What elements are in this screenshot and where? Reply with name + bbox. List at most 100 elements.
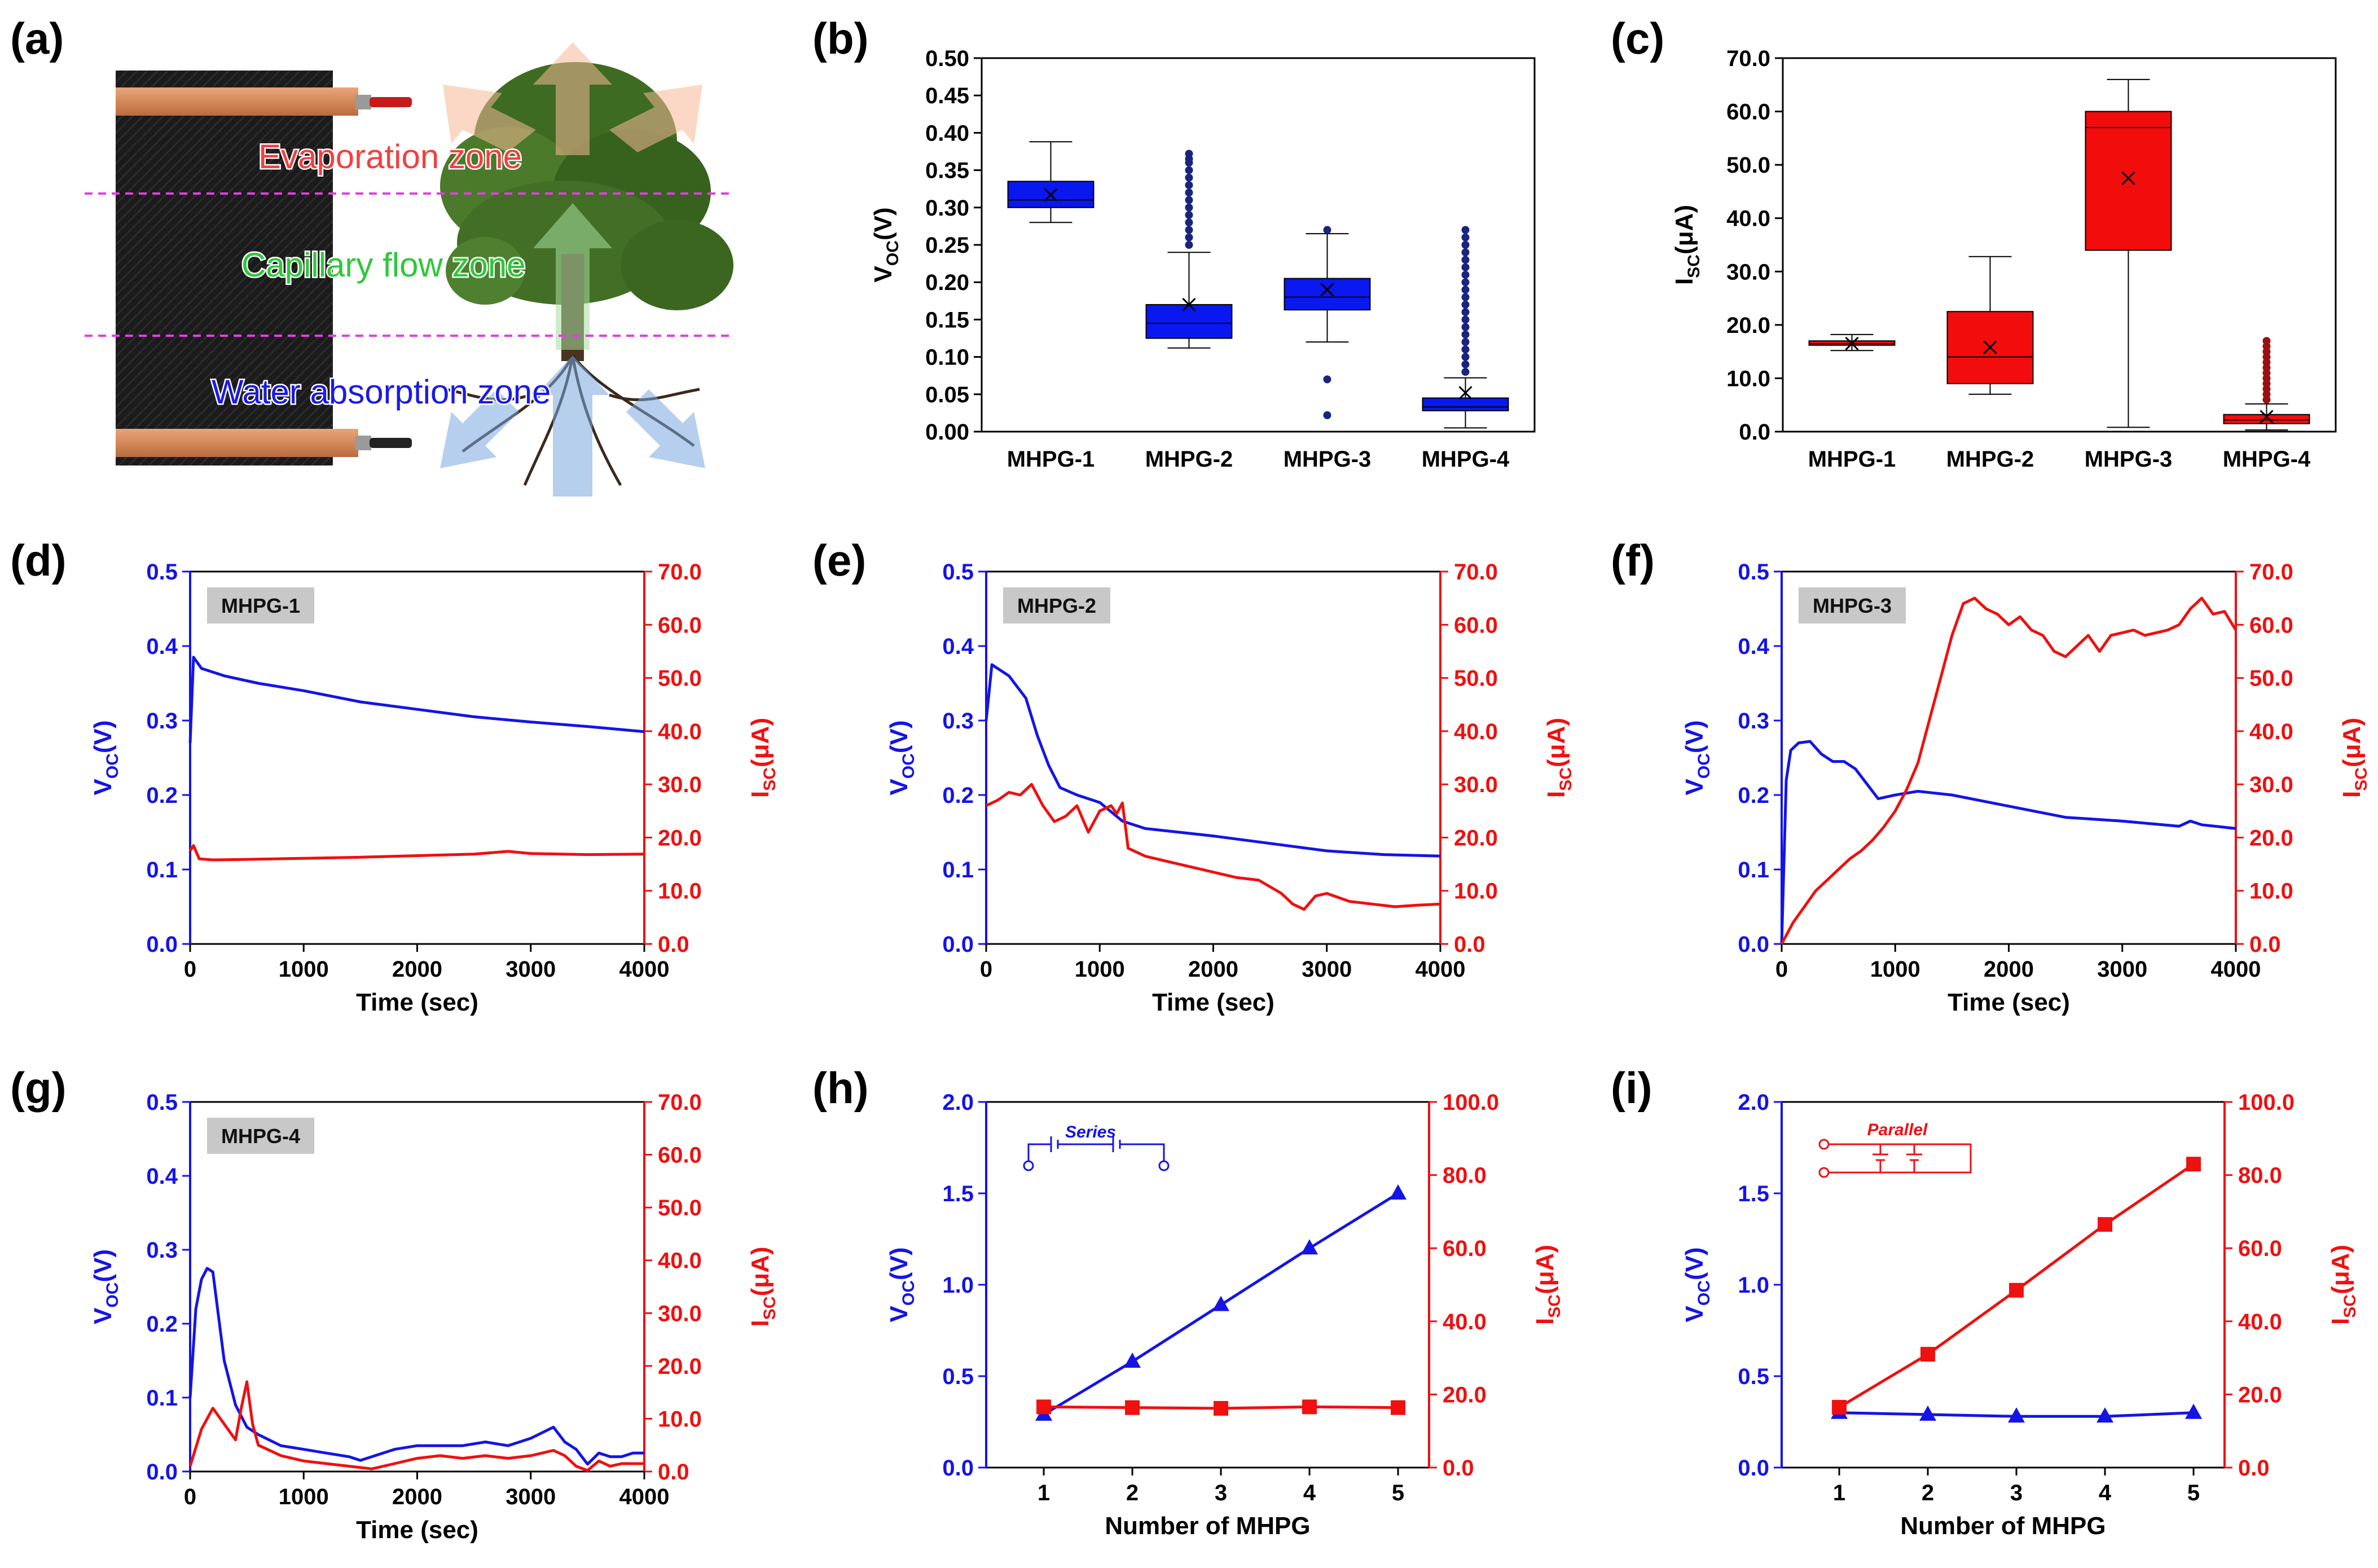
panel-a-illustration: Evaporation zone Capillary flow zone Wat… [85,42,733,497]
chart-f-x-tick-label: 2000 [1984,957,2034,982]
capillary-flow-zone-label: Capillary flow zone [241,246,526,284]
chart-c-ytick-label: 20.0 [1726,313,1770,338]
chart-i-isc-point [2186,1157,2201,1172]
chart-i-right-ylabel-subscript: SC [2341,1294,2359,1318]
chart-i-right-tick-label: 40.0 [2238,1310,2282,1334]
chart-f-right-tick-label: 10.0 [2249,879,2293,904]
chart-b-ytick-label: 0.00 [925,420,969,445]
chart-d-right-tick-label: 10.0 [658,879,702,904]
chart-g-mhpg4-timeseries: 0.0 0.1 0.2 0.3 0.4 0.5 0.0 10.0 20.0 30.0 40.0 50.… [89,1090,779,1544]
chart-h-voc-point [1212,1295,1230,1311]
chart-i-left-tick-label: 0.0 [1738,1456,1769,1481]
chart-g-left-ylabel: VOC(V) [89,1249,122,1324]
chart-f-left-ylabel: VOC(V) [1681,720,1713,795]
chart-f-mhpg3-timeseries: 0.0 0.1 0.2 0.3 0.4 0.5 0.0 10.0 20.0 30.0 40.0 50.… [1681,560,2371,1016]
top-wire-icon [355,95,412,109]
outlier-point [1461,233,1470,241]
chart-g-left-tick-label: 0.4 [146,1164,178,1189]
chart-f-left-tick-label: 0.4 [1738,634,1769,659]
chart-h-xlabel: Number of MHPG [1105,1512,1310,1540]
chart-g-xlabel: Time (sec) [356,1516,478,1544]
chart-h-voc-point [1124,1352,1141,1368]
chart-g-series-isc-line [188,1380,644,1472]
outlier-point [1461,286,1470,294]
outlier-point [1185,233,1193,241]
chart-b-box-1 [1007,141,1095,223]
top-copper-electrode-icon [116,87,358,116]
chart-h-x-tick-label: 3 [1215,1481,1227,1505]
chart-b-ytick-label: 0.45 [925,84,969,108]
chart-h-right-tick-label: 40.0 [1443,1310,1487,1334]
chart-b-voc-boxplot: 0.00 0.05 0.10 0.15 0.20 0.25 0.30 0.35 0.40 0.45… [869,46,1536,472]
chart-d-right-tick-label: 0.0 [658,932,689,957]
chart-h-right-tick-label: 0.0 [1443,1456,1474,1481]
chart-f-right-tick-label: 40.0 [2249,719,2293,744]
chart-h-right-ylabel-main: I [1531,1318,1559,1325]
chart-i-voc-point [1919,1406,1937,1421]
chart-h-series-connection: 0.0 0.5 1.0 1.5 2.0 0.0 20.0 40.0 60.0 80.0 100.0 1… [885,1090,1564,1540]
chart-c-category-label: MHPG-1 [1808,447,1896,472]
chart-f-x-tick-label: 0 [1775,957,1788,982]
chart-d-left-tick-label: 0.0 [146,932,178,957]
chart-h-isc-point [1125,1400,1140,1415]
chart-e-left-ylabel-unit: (V) [885,720,913,753]
chart-e-x-tick-label: 3000 [1302,957,1352,982]
chart-e-left-ylabel-subscript: OC [899,753,918,779]
chart-i-right-ylabel-main: I [2327,1318,2354,1325]
chart-e-right-ylabel-unit: (μA) [1542,718,1570,767]
chart-c-ytick-label: 60.0 [1726,100,1770,125]
chart-e-right-tick-label: 10.0 [1454,879,1498,904]
outlier-point [1461,300,1470,309]
water-absorption-zone-label: Water absorption zone [212,373,551,411]
chart-e-left-tick-label: 0.1 [942,858,974,882]
chart-d-xlabel: Time (sec) [356,989,478,1016]
chart-g-x-tick-label: 3000 [506,1484,556,1509]
chart-h-circuit-icon [1023,1136,1170,1171]
chart-e-x-tick-label: 4000 [1416,957,1466,982]
chart-f-x-tick-label: 4000 [2211,957,2261,982]
chart-h-right-tick-label: 20.0 [1443,1382,1487,1407]
chart-b-ylabel-main: V [869,266,897,283]
chart-i-left-tick-label: 2.0 [1738,1090,1769,1115]
chart-f-right-tick-label: 60.0 [2249,613,2293,638]
chart-f-tag-background [1799,587,1906,623]
outlier-point [1461,323,1470,331]
chart-h-left-tick-label: 0.5 [942,1364,974,1389]
chart-g-x-tick-label: 0 [184,1484,196,1509]
chart-h-left-ylabel: VOC(V) [885,1247,918,1322]
chart-c-ylabel-subscript: SC [1685,254,1703,278]
chart-b-ytick-label: 0.35 [925,159,969,183]
chart-f-right-ylabel: ISC(μA) [2338,718,2371,798]
chart-d-right-tick-label: 50.0 [658,666,702,691]
outlier-point [1185,150,1193,158]
chart-i-circuit-icon [1818,1139,1972,1178]
outlier-point [1461,338,1470,346]
chart-i-left-tick-label: 0.5 [1738,1364,1769,1389]
chart-i-right-tick-label: 80.0 [2238,1163,2282,1188]
chart-g-left-ylabel-main: V [89,1307,117,1324]
chart-i-xlabel: Number of MHPG [1900,1512,2106,1540]
chart-e-right-tick-label: 50.0 [1454,666,1498,691]
chart-h-left-ylabel-unit: (V) [885,1247,913,1280]
chart-d-mhpg1-timeseries: 0.0 0.1 0.2 0.3 0.4 0.5 0.0 10.0 20.0 30.0 40.0 50.… [89,560,779,1016]
chart-d-right-tick-label: 40.0 [658,719,702,744]
outlier-point [1461,270,1470,279]
chart-h-right-tick-label: 100.0 [1443,1090,1499,1115]
box-mean-marker [2121,171,2135,185]
chart-d-tag-label: MHPG-1 [221,594,300,617]
chart-f-left-ylabel-unit: (V) [1681,720,1708,753]
chart-e-right-ylabel-subscript: SC [1557,767,1575,791]
chart-f-right-tick-label: 50.0 [2249,666,2293,691]
chart-f-right-tick-label: 70.0 [2249,560,2293,585]
chart-d-x-tick-label: 1000 [279,957,329,982]
chart-i-isc-point [1920,1347,1936,1362]
terminal-icon [1158,1160,1170,1171]
chart-g-left-tick-label: 0.5 [146,1090,178,1115]
chart-e-right-tick-label: 30.0 [1454,772,1498,797]
chart-g-left-ylabel-subscript: OC [103,1282,122,1308]
chart-g-left-ylabel-unit: (V) [89,1249,117,1282]
chart-f-right-tick-label: 20.0 [2249,825,2293,850]
chart-i-voc-point [2185,1403,2203,1419]
chart-e-left-tick-label: 0.0 [942,932,974,957]
chart-b-ylabel: VOC(V) [869,207,902,282]
